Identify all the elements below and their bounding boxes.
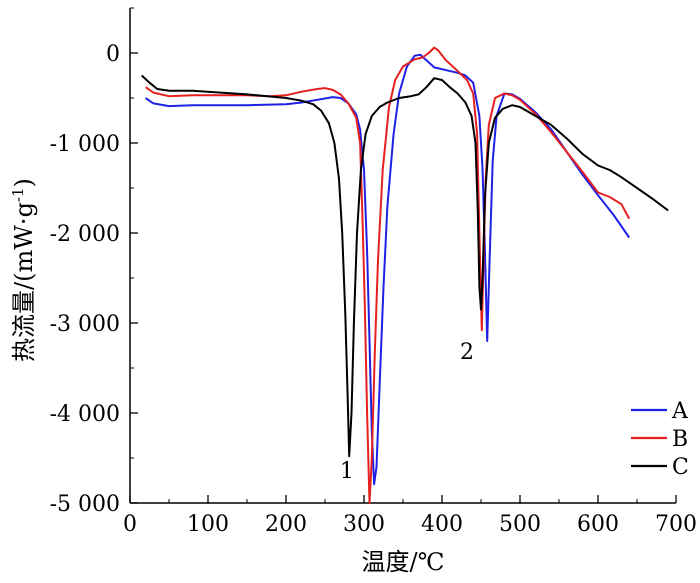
y-tick-label: -2 000	[50, 222, 120, 247]
x-tick-label: 300	[343, 512, 385, 537]
y-tick-label: 0	[106, 42, 120, 67]
series-lines	[141, 46, 669, 504]
x-axis-title: 温度/℃	[362, 548, 445, 576]
x-tick-label: 0	[123, 512, 137, 537]
legend-label-c: C	[672, 455, 689, 480]
axis-titles: 温度/℃ 热流量/(mW·g-1)	[9, 178, 444, 576]
y-axis-title-superscript: -1	[9, 187, 27, 202]
peak-annotations: 12	[340, 340, 474, 484]
x-tick-label: 400	[421, 512, 463, 537]
ticks: 0 100 200 300 400 500 600 700 0 -1 000 -2 000 -3 00…	[50, 7, 697, 537]
y-tick-label: -1 000	[50, 132, 120, 157]
x-tick-label: 700	[655, 512, 697, 537]
x-tick-label: 500	[499, 512, 541, 537]
legend-label-a: A	[671, 399, 689, 424]
y-tick-label: -4 000	[50, 402, 120, 427]
y-axis-title-main: 热流量/(mW·g	[10, 202, 38, 362]
series-line-c	[141, 74, 669, 458]
x-tick-label: 200	[265, 512, 307, 537]
y-tick-label: -5 000	[50, 492, 120, 517]
y-axis-title-end: )	[10, 178, 38, 187]
peak-label-2: 2	[460, 340, 474, 365]
series-line-b	[145, 46, 631, 504]
x-tick-label: 600	[577, 512, 619, 537]
peak-label-1: 1	[340, 459, 354, 484]
legend-label-b: B	[672, 427, 688, 452]
y-axis-title: 热流量/(mW·g-1)	[9, 178, 38, 362]
x-tick-label: 100	[187, 512, 229, 537]
y-tick-label: -3 000	[50, 312, 120, 337]
legend: ABC	[631, 399, 689, 480]
